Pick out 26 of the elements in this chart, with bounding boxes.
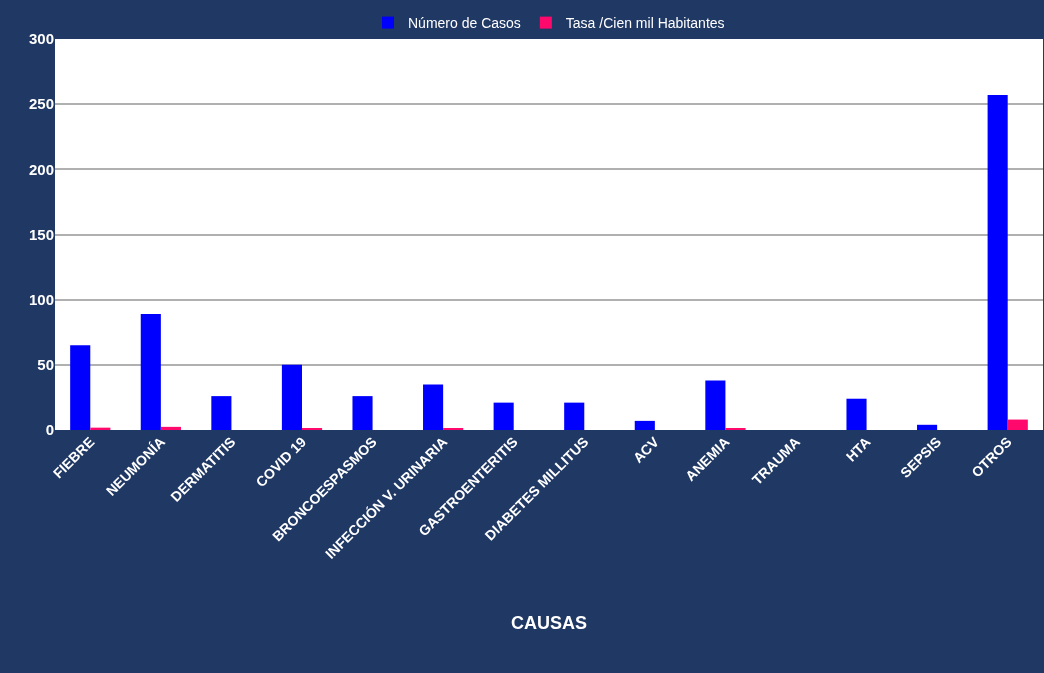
bar <box>634 420 655 430</box>
bar <box>352 396 373 430</box>
bar <box>1007 419 1028 430</box>
bar <box>987 95 1008 430</box>
bar <box>211 396 232 430</box>
y-tick-label: 300 <box>28 30 54 48</box>
legend-label: Tasa /Cien mil Habitantes <box>565 15 725 32</box>
bar <box>281 364 302 430</box>
legend-label: Número de Casos <box>408 15 521 32</box>
y-tick-label: 200 <box>28 160 54 178</box>
bar <box>423 384 444 430</box>
bar <box>493 402 514 430</box>
bar <box>160 426 181 430</box>
y-tick-label: 50 <box>37 356 54 374</box>
y-tick-label: 150 <box>28 225 54 243</box>
y-tick-label: 100 <box>28 290 54 308</box>
bar <box>70 345 91 430</box>
bar <box>917 424 938 430</box>
y-tick-label: 0 <box>45 421 54 439</box>
bar <box>846 398 867 430</box>
bar <box>564 402 585 430</box>
x-tick-label: HTA <box>842 433 874 465</box>
x-axis-title: CAUSAS <box>510 612 588 633</box>
bar <box>705 380 726 430</box>
y-tick-label: 250 <box>28 95 54 113</box>
bar <box>140 314 161 430</box>
